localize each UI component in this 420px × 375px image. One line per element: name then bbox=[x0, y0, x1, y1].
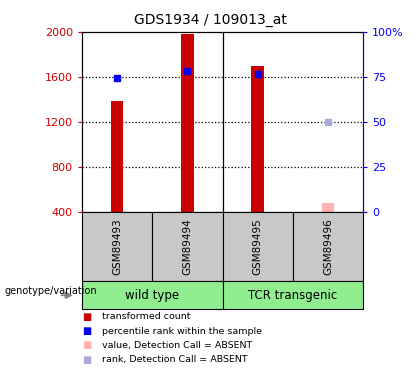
Text: transformed count: transformed count bbox=[102, 312, 191, 321]
Text: TCR transgenic: TCR transgenic bbox=[248, 289, 338, 302]
Text: GSM89493: GSM89493 bbox=[112, 218, 122, 275]
Text: genotype/variation: genotype/variation bbox=[4, 286, 97, 296]
Bar bbox=[252, 66, 264, 212]
Bar bbox=[111, 100, 123, 212]
Text: ■: ■ bbox=[82, 326, 91, 336]
Text: GSM89495: GSM89495 bbox=[253, 218, 263, 275]
Text: ■: ■ bbox=[82, 340, 91, 350]
Text: GDS1934 / 109013_at: GDS1934 / 109013_at bbox=[134, 13, 286, 27]
Text: ■: ■ bbox=[82, 355, 91, 364]
Text: GSM89494: GSM89494 bbox=[182, 218, 192, 275]
Text: value, Detection Call = ABSENT: value, Detection Call = ABSENT bbox=[102, 341, 252, 350]
Text: rank, Detection Call = ABSENT: rank, Detection Call = ABSENT bbox=[102, 355, 248, 364]
Bar bbox=[322, 203, 334, 212]
Text: ■: ■ bbox=[82, 312, 91, 322]
Bar bbox=[181, 34, 194, 212]
Text: wild type: wild type bbox=[125, 289, 179, 302]
Text: percentile rank within the sample: percentile rank within the sample bbox=[102, 327, 262, 336]
Text: GSM89496: GSM89496 bbox=[323, 218, 333, 275]
